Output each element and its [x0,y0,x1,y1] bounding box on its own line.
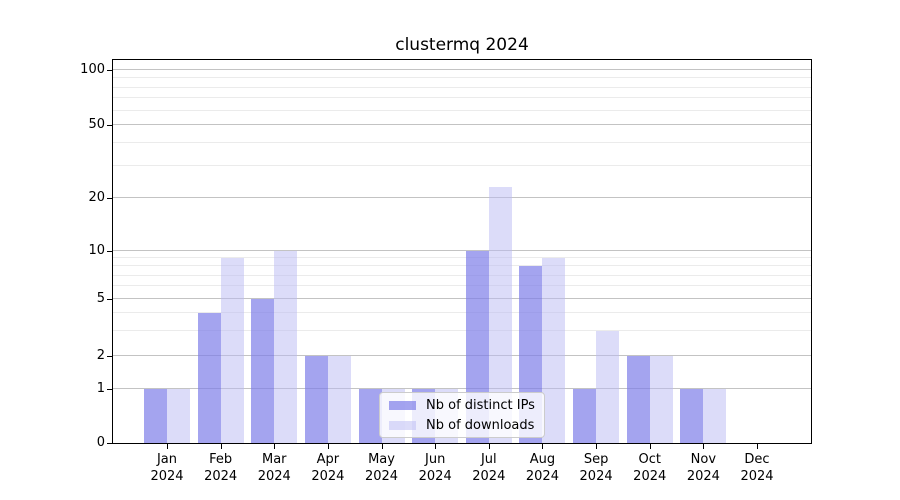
x-tick-mark [220,444,222,449]
y-tick-mark [107,69,112,71]
minor-gridline [113,109,811,111]
x-tick-mark [596,444,598,449]
x-tick-label: Apr 2024 [311,452,345,484]
major-gridline [113,388,811,389]
x-tick-label: May 2024 [364,452,399,484]
bar-downloads-apr [327,355,351,443]
x-tick-mark [274,444,276,449]
legend-swatch-downloads [389,420,416,430]
y-tick-label: 2 [96,347,105,363]
legend-label-distinct-ips: Nb of distinct IPs [426,397,535,413]
y-tick-mark [107,443,112,444]
x-tick-label: Jun 2024 [418,452,452,484]
chart-legend: Nb of distinct IPs Nb of downloads [379,392,545,438]
x-tick-mark [435,444,437,449]
chart-title: clustermq 2024 [395,35,529,55]
x-tick-mark [167,444,168,449]
bar-downloads-nov [703,389,727,443]
x-tick-mark [327,444,329,449]
bar-distinct-ips-feb [197,312,221,443]
x-tick-mark [703,444,705,449]
x-tick-label: Jan 2024 [150,452,184,484]
bar-downloads-jan [167,389,190,443]
minor-gridline [113,285,811,287]
minor-gridline [113,329,811,331]
minor-gridline [113,257,811,259]
y-tick-label: 50 [88,116,105,132]
x-tick-label: Dec 2024 [740,452,774,484]
minor-gridline [113,265,811,267]
legend-entry-distinct-ips: Nb of distinct IPs [389,398,544,413]
plot-area [112,59,812,444]
bar-distinct-ips-oct [626,355,650,443]
x-tick-label: Oct 2024 [633,452,667,484]
major-gridline [113,250,811,252]
x-tick-label: Sep 2024 [579,452,613,484]
bar-distinct-ips-mar [251,299,275,443]
bar-distinct-ips-sep [573,389,597,443]
minor-gridline [113,97,811,99]
bar-downloads-jul [488,186,512,443]
minor-gridline [113,77,811,79]
minor-gridline [113,86,811,88]
minor-gridline [113,164,811,166]
x-tick-label: Aug 2024 [525,452,559,484]
minor-gridline [113,274,811,276]
x-tick-mark [649,444,651,449]
major-gridline [113,124,811,125]
x-tick-label: Feb 2024 [204,452,238,484]
bar-distinct-ips-jan [144,389,167,443]
y-tick-label: 10 [88,243,105,258]
legend-swatch-distinct-ips [389,400,416,410]
y-tick-label: 20 [88,189,105,205]
bar-downloads-aug [542,258,566,443]
x-tick-label: Jul 2024 [472,452,506,484]
bar-distinct-ips-may [358,389,382,443]
y-tick-label: 5 [96,290,105,306]
x-tick-mark [756,444,758,449]
minor-gridline [113,141,811,143]
y-tick-label: 0 [96,435,105,450]
minor-gridline [113,311,811,313]
y-tick-mark [107,124,112,126]
legend-label-downloads: Nb of downloads [426,417,535,433]
x-tick-label: Mar 2024 [257,452,291,484]
legend-entry-downloads: Nb of downloads [389,418,544,433]
x-tick-mark [381,444,383,449]
bar-downloads-sep [596,330,620,443]
major-gridline [113,354,811,356]
y-tick-label: 1 [96,380,105,396]
y-tick-label: 100 [80,61,105,77]
y-tick-mark [107,251,112,252]
y-tick-mark [107,355,112,357]
major-gridline [113,298,811,299]
major-gridline [113,197,811,198]
y-tick-mark [107,197,112,199]
x-tick-mark [542,444,544,449]
bar-downloads-oct [649,355,673,443]
x-tick-label: Nov 2024 [686,452,720,484]
y-tick-mark [107,298,112,300]
y-tick-mark [107,388,112,390]
bar-downloads-feb [220,258,244,443]
bar-distinct-ips-apr [304,355,328,443]
x-tick-mark [488,444,490,449]
major-gridline [113,69,811,70]
bar-downloads-mar [274,251,298,443]
bar-distinct-ips-nov [680,389,704,443]
